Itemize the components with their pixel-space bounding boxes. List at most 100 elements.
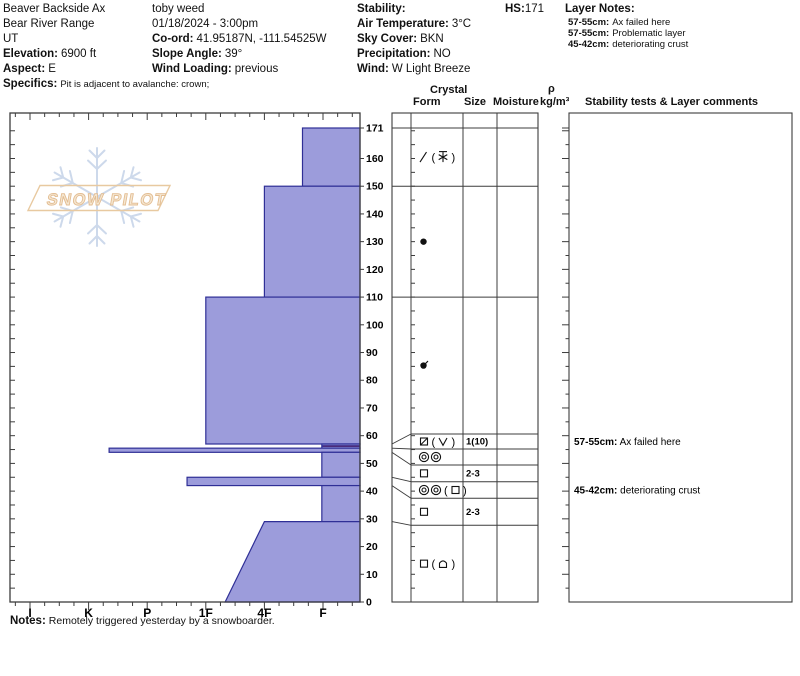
snowflake-icon [87, 196, 107, 247]
sky-cover-label: Sky Cover: [357, 33, 418, 45]
layer-bar [263, 185, 361, 298]
hardness-axis-label: F [319, 606, 326, 620]
chart-shape [433, 487, 439, 493]
depth-tick-label: 10 [366, 569, 378, 581]
grain-size-value: 1(10) [466, 437, 488, 448]
observer-info: toby weed 01/18/2024 - 3:00pm Co-ord: 41.… [152, 2, 327, 77]
chart-shape [96, 171, 141, 198]
depth-tick-label: 70 [366, 402, 378, 414]
site-aspect: Aspect: E [3, 62, 209, 77]
hardness-plot-frame [9, 112, 361, 603]
density-units-header: kg/m³ [540, 96, 570, 108]
crystal-table-frame [391, 112, 539, 603]
observation-datetime: 01/18/2024 - 3:00pm [152, 18, 259, 30]
aspect-label: Aspect: [3, 63, 46, 75]
site-elevation: Elevation: 6900 ft [3, 47, 209, 62]
site-range: Bear River Range [3, 18, 95, 30]
depth-tick-label: 130 [366, 236, 384, 248]
hardness-axis-label: 4F [257, 606, 271, 620]
precipitation: Precipitation: NO [357, 47, 471, 62]
chart-shape [96, 159, 107, 170]
site-name: Beaver Backside Ax [3, 3, 106, 15]
layer-note-text: Ax failed here [612, 17, 671, 28]
chart-shape [96, 224, 107, 235]
layer-bar [108, 447, 361, 453]
chart-shape [120, 210, 126, 225]
precip-value: NO [433, 48, 451, 60]
chart-shape [421, 487, 427, 493]
wind: Wind: W Light Breeze [357, 62, 471, 77]
layer-comment: 57-55cm: Ax failed here [574, 437, 681, 448]
air-temp-label: Air Temperature: [357, 18, 449, 30]
layer-bar [321, 484, 361, 523]
depth-tick-label: 60 [366, 430, 378, 442]
chart-shape [418, 451, 430, 463]
paren-glyph: ( [432, 152, 436, 164]
chart-shape [419, 151, 427, 163]
chart-shape [87, 159, 98, 170]
layer-note-label: 57-55cm: [568, 17, 610, 28]
chart-shape [424, 360, 429, 365]
coord-label: Co-ord: [152, 33, 194, 45]
chart-shape [430, 451, 442, 463]
chart-shape [59, 215, 65, 228]
size-column-header: Size [464, 96, 487, 108]
chart-shape [430, 484, 442, 496]
slope-angle: Slope Angle: 39° [152, 47, 327, 62]
hardness-axis-label: 1F [199, 606, 213, 620]
chart-shape [59, 166, 65, 179]
crystal-column-header: Crystal [430, 84, 468, 96]
depth-tick-label: 20 [366, 541, 378, 553]
notes-text: Remotely triggered yesterday by a snowbo… [48, 615, 275, 627]
form-column-header: Form [413, 96, 441, 108]
specifics-value: Pit is adjacent to avalanche: crown; [60, 79, 210, 90]
stability-label: Stability: [357, 3, 406, 15]
sky-cover: Sky Cover: BKN [357, 32, 471, 47]
chart-line [391, 485, 412, 499]
stability: Stability: [357, 2, 471, 17]
chart-shape [419, 559, 429, 568]
hs-value: 171 [524, 3, 544, 15]
paren-glyph: ) [452, 437, 456, 449]
paren-glyph: ) [452, 559, 456, 571]
wind-label: Wind: [357, 63, 389, 75]
layer-note: 57-55cm: Problematic layer [568, 28, 688, 39]
elevation-value: 6900 ft [60, 48, 97, 60]
chart-shape [129, 166, 135, 179]
chart-shape [88, 235, 98, 245]
watermark-text: SNOW PILOT [45, 190, 168, 209]
specifics-label: Specifics: [3, 78, 58, 90]
layer-note-text: Problematic layer [612, 28, 686, 39]
wind-value: W Light Breeze [391, 63, 471, 75]
snowflake-icon [87, 147, 107, 198]
hs-label: HS: [505, 3, 525, 15]
chart-shape [420, 238, 427, 245]
chart-shape [88, 149, 98, 159]
layer-comment: 45-42cm: deteriorating crust [574, 486, 700, 497]
chart-shape [53, 171, 98, 198]
hardness-axis-label: P [143, 606, 151, 620]
layer-note: 57-55cm: Ax failed here [568, 17, 688, 28]
chart-shape [51, 176, 65, 182]
chart-shape [129, 215, 135, 228]
site-info: Beaver Backside Ax Bear River Range UT E… [3, 2, 209, 92]
chart-shape [419, 469, 429, 478]
layer-note: 45-42cm: deteriorating crust [568, 39, 688, 50]
snowpilot-watermark: SNOW PILOT [26, 147, 172, 247]
layer-bar [205, 296, 361, 445]
wind-loading-label: Wind Loading: [152, 63, 232, 75]
chart-shape [438, 437, 448, 447]
chart-shape [419, 437, 429, 446]
precip-label: Precipitation: [357, 48, 431, 60]
layer-bar [301, 127, 361, 187]
chart-shape [96, 235, 106, 245]
flagged-layer-stripe [322, 445, 360, 448]
chart-line [391, 451, 412, 466]
chart-line [391, 521, 412, 526]
snow-height: HS:171 [505, 2, 544, 17]
depth-tick-label: 0 [366, 597, 372, 609]
chart-shape [51, 212, 65, 218]
coord-value: 41.95187N, -111.54525W [196, 33, 327, 45]
